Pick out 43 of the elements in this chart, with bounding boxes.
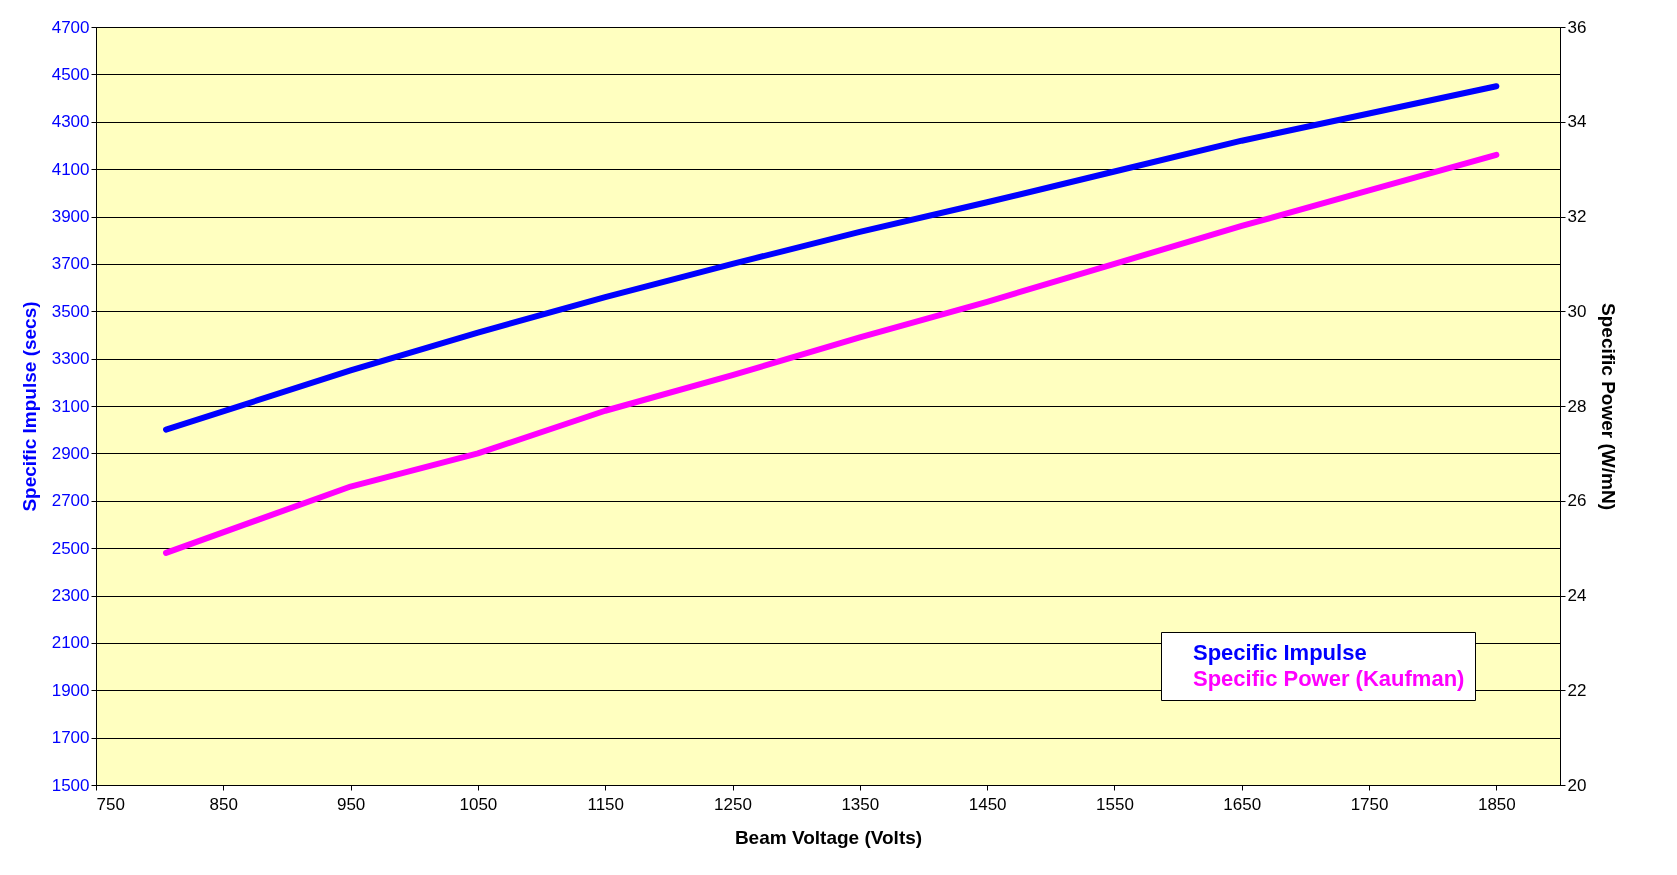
x-tick-label: 1750 (1350, 794, 1389, 814)
y-tick-label: 2700 (51, 491, 90, 511)
y-tick-label: 1700 (51, 728, 90, 748)
y-tick-label: 3300 (51, 349, 90, 369)
y-tick-label: 3100 (51, 396, 90, 416)
x-tick-label: 750 (96, 794, 125, 814)
x-tick-label: 1650 (1223, 794, 1262, 814)
y-tick-label: 3700 (51, 254, 90, 274)
y2-tick-label: 34 (1567, 112, 1587, 132)
y-axis-title: Specific Impulse (secs) (18, 301, 40, 512)
x-tick-label: 1450 (968, 794, 1007, 814)
y2-tick-label: 28 (1567, 396, 1587, 416)
text: Specific Impulse (1193, 640, 1367, 665)
y-tick-label: 4700 (51, 17, 90, 37)
y-tick-label: 2100 (51, 633, 90, 653)
y-tick-label: 4100 (51, 159, 90, 179)
x-tick-label: 1350 (841, 794, 880, 814)
text: Specific Power (Kaufman) (1193, 666, 1465, 691)
y-tick-label: 2900 (51, 443, 90, 463)
y2-tick-label: 30 (1567, 301, 1587, 321)
x-tick-label: 850 (209, 794, 238, 814)
x-tick-label: 1550 (1096, 794, 1134, 814)
x-axis-title: Beam Voltage (Volts) (734, 826, 923, 848)
y2-tick-label: 26 (1567, 491, 1587, 511)
y-tick-label: 4500 (51, 64, 90, 84)
x-tick-label: 1850 (1477, 794, 1516, 814)
x-tick-label: 950 (336, 794, 366, 814)
y-tick-label: 1500 (51, 775, 90, 795)
y2-axis-title: Specific Power (W/mN) (1598, 303, 1620, 510)
y-tick-label: 3500 (51, 301, 90, 321)
y2-tick-label: 20 (1567, 775, 1587, 795)
y-tick-label: 2300 (51, 586, 90, 605)
y-tick-label: 3900 (51, 207, 90, 226)
y2-tick-label: 22 (1567, 680, 1587, 700)
x-tick-label: 1250 (714, 794, 752, 814)
y2-tick-label: 36 (1567, 17, 1587, 37)
y-tick-label: 4300 (51, 112, 90, 132)
y-tick-label: 1900 (51, 680, 90, 700)
x-tick-label: 1050 (459, 794, 498, 814)
y2-tick-label: 32 (1567, 207, 1587, 226)
y-tick-label: 2500 (51, 538, 90, 558)
y2-tick-label: 24 (1567, 586, 1587, 605)
x-tick-label: 1150 (587, 794, 624, 814)
